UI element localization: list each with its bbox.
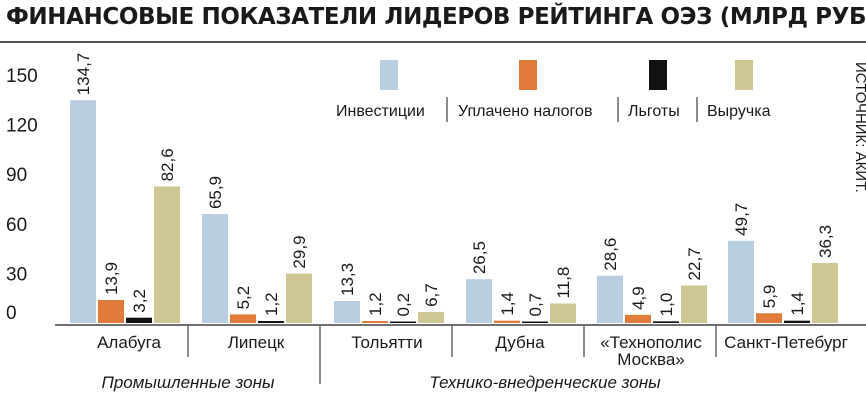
value-label: 1,2 [366,292,385,316]
value-label: 13,9 [102,262,121,295]
value-label: 1,0 [657,293,676,317]
bar-1-2 [362,321,388,323]
bar-0-5 [728,240,754,323]
bar-2-0 [126,317,152,323]
category-label: Тольятти [351,333,422,352]
value-label: 28,6 [601,238,620,271]
value-label: 4,9 [629,286,648,310]
rules-layer [0,41,866,384]
bar-3-4 [681,285,707,323]
legend-swatch [649,60,667,90]
bar-3-2 [418,311,444,323]
category-label: Алабуга [97,333,161,352]
legend: Инвестиции Уплачено налогов Льготы Выручка [336,60,771,122]
value-label: 1,4 [498,292,517,316]
category-label: «Технополис Москва» [600,333,702,369]
bar-2-5 [784,320,810,323]
y-tick-label: 0 [6,303,17,324]
value-label: 36,3 [816,225,835,258]
value-label: 1,4 [788,292,807,316]
bar-1-0 [98,300,124,323]
category-label: Санкт-Петебург [724,333,848,352]
y-axis: 0 30 60 90 120 150 [6,66,38,324]
group-label: Технико-внедренческие зоны [429,373,661,392]
value-label: 6,7 [422,283,441,307]
legend-label: Инвестиции [336,103,425,120]
x-axis: Алабуга Липецк Тольятти Дубна «Технополис Мос… [97,333,848,392]
legend-label: Льготы [628,103,680,120]
bar-3-5 [812,262,838,323]
legend-swatch [519,60,537,90]
value-labels-layer: 134,7 65,9 13,3 26,5 28,6 49,7 13,9 5,2 1,2 1,4 4,… [74,53,835,317]
value-label: 5,2 [234,286,253,310]
legend-swatch [735,60,753,90]
value-label: 11,8 [554,267,573,299]
value-label: 1,2 [262,292,281,316]
bar-1-3 [494,320,520,323]
bar-1-5 [756,313,782,323]
y-tick-label: 60 [6,215,27,236]
bar-0-3 [466,279,492,323]
value-label: 0,2 [394,293,413,317]
legend-label: Уплачено налогов [458,103,592,120]
bar-2-2 [390,321,416,323]
value-label: 49,7 [732,203,751,236]
group-label: Промышленные зоны [102,373,275,392]
value-label: 82,6 [158,148,177,181]
y-tick-label: 30 [6,264,27,285]
bar-3-3 [550,303,576,323]
legend-label: Выручка [707,103,771,120]
chart-title: ФИНАНСОВЫЕ ПОКАЗАТЕЛИ ЛИДЕРОВ РЕЙТИНГА О… [6,4,866,30]
value-label: 13,3 [338,263,357,296]
bar-2-4 [653,321,679,323]
bar-3-0 [154,186,180,323]
bar-2-3 [522,321,548,323]
legend-swatch [380,60,398,90]
value-label: 29,9 [290,235,309,268]
value-label: 5,9 [760,285,779,309]
value-label: 22,7 [685,247,704,280]
category-label: Дубна [495,333,545,352]
value-label: 0,7 [526,293,545,317]
y-tick-label: 120 [6,116,38,137]
value-label: 3,2 [130,289,149,313]
bar-0-2 [334,301,360,323]
category-label: Липецк [228,333,285,352]
y-tick-label: 150 [6,66,38,87]
value-label: 134,7 [74,53,93,96]
source-note: ИСТОЧНИК: АКИТ. [852,62,866,193]
bar-0-4 [597,275,623,323]
bars-layer [70,100,838,324]
bar-0-1 [202,214,228,323]
bar-3-1 [286,273,312,323]
value-label: 65,9 [206,176,225,209]
y-tick-label: 90 [6,165,27,186]
bar-1-1 [230,314,256,323]
value-label: 26,5 [470,241,489,274]
bar-0-0 [70,100,96,324]
bar-2-1 [258,321,284,323]
bar-1-4 [625,314,651,323]
